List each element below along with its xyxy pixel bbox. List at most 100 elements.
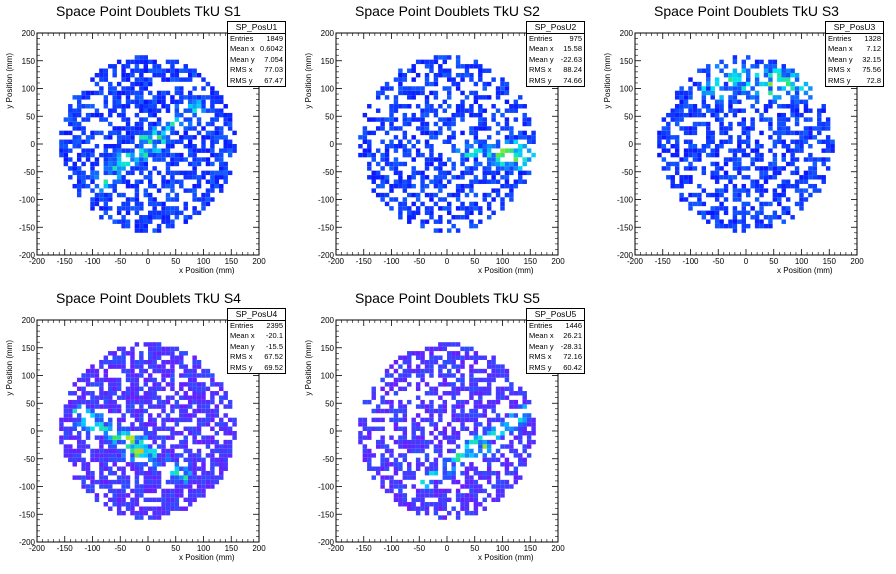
heatmap-cell (192, 462, 197, 467)
heatmap-cell (415, 466, 421, 471)
heatmap-cell (121, 219, 126, 224)
heatmap-cell (666, 166, 671, 171)
heatmap-cell (692, 108, 698, 113)
heatmap-cell (438, 355, 443, 360)
heatmap-cell (728, 219, 733, 224)
heatmap-cell (531, 431, 536, 436)
heatmap-cell (192, 395, 197, 400)
chart-title: Space Point Doublets TkU S2 (355, 3, 540, 19)
heatmap-cell (522, 130, 527, 136)
heatmap-cell (710, 108, 715, 113)
heatmap-cell (455, 493, 461, 498)
heatmap-cell (170, 431, 175, 436)
heatmap-cell (447, 359, 452, 365)
heatmap-cell (205, 170, 211, 176)
heatmap-cell (697, 197, 702, 202)
heatmap-cell (424, 493, 430, 498)
heatmap-cell (420, 488, 425, 494)
heatmap-cell (451, 479, 456, 485)
heatmap-cell (442, 183, 447, 189)
heatmap-cell (737, 188, 742, 193)
heatmap-cell (196, 422, 202, 427)
heatmap-cell (148, 457, 153, 463)
heatmap-cell (518, 457, 523, 463)
heatmap-cell (148, 466, 153, 471)
heatmap-cell (148, 77, 153, 82)
heatmap-cell (451, 215, 456, 220)
heatmap-cell (134, 386, 140, 392)
heatmap-cell (486, 404, 492, 409)
heatmap-cell (478, 399, 483, 405)
heatmap-cell (710, 192, 715, 198)
heatmap-cell (746, 192, 751, 198)
heatmap-cell (139, 223, 144, 229)
heatmap-cell (424, 121, 430, 127)
heatmap-cell (170, 95, 175, 100)
heatmap-cell (90, 201, 95, 207)
heatmap-cell (393, 417, 399, 423)
heatmap-cell (148, 417, 153, 423)
heatmap-cell (94, 435, 100, 440)
heatmap-cell (473, 484, 479, 489)
heatmap-cell (112, 364, 117, 369)
heatmap-cell (219, 175, 224, 180)
stats-value: 1328 (864, 34, 881, 43)
heatmap-cell (728, 99, 733, 105)
heatmap-cell (134, 197, 140, 202)
heatmap-cell (741, 64, 746, 69)
heatmap-cell (130, 351, 135, 356)
heatmap-cell (429, 408, 434, 414)
heatmap-cell (495, 435, 501, 440)
heatmap-cell (746, 135, 751, 140)
heatmap-cell (90, 404, 95, 409)
heatmap-cell (509, 108, 514, 113)
heatmap-cell (723, 210, 729, 216)
heatmap-cell (103, 170, 109, 176)
heatmap-cell (156, 426, 162, 431)
heatmap-cell (504, 179, 510, 184)
heatmap-cell (63, 444, 69, 449)
heatmap-cell (116, 179, 122, 184)
heatmap-cell (398, 417, 403, 423)
heatmap-cell (90, 426, 95, 431)
heatmap-cell (143, 215, 148, 220)
heatmap-cell (389, 117, 394, 122)
heatmap-cell (719, 144, 724, 149)
heatmap-cell (754, 197, 760, 202)
heatmap-cell (380, 484, 385, 489)
heatmap-cell (433, 112, 439, 118)
heatmap-cell (666, 161, 671, 167)
heatmap-cell (227, 444, 233, 449)
heatmap-cell (808, 108, 813, 113)
heatmap-cell (99, 112, 104, 118)
heatmap-cell (460, 422, 465, 427)
heatmap-cells (358, 55, 536, 233)
heatmap-cell (438, 417, 443, 423)
heatmap-cell (201, 192, 206, 198)
heatmap-cell (130, 346, 135, 352)
heatmap-cell (785, 90, 791, 96)
y-tick-label: -50 (23, 455, 35, 464)
heatmap-cell (389, 166, 394, 171)
heatmap-cell (232, 431, 237, 436)
heatmap-cell (384, 152, 390, 158)
heatmap-cell (679, 108, 684, 113)
heatmap-cell (455, 108, 461, 113)
heatmap-cell (460, 112, 465, 118)
heatmap-cell (442, 493, 447, 498)
heatmap-cell (134, 121, 140, 127)
heatmap-cell (196, 382, 202, 387)
stats-name: SP_PosU2 (527, 22, 584, 34)
heatmap-cell (790, 161, 795, 167)
heatmap-cell (759, 210, 764, 216)
heatmap-cell (125, 59, 131, 65)
heatmap-cell (174, 355, 180, 360)
heatmap-cell (777, 72, 782, 78)
heatmap-cell (393, 377, 399, 383)
heatmap-cell (139, 219, 144, 224)
heatmap-cell (59, 148, 64, 153)
heatmap-cell (657, 152, 662, 158)
heatmap-cell (433, 510, 439, 516)
heatmap-cell (415, 404, 421, 409)
heatmap-cell (85, 152, 91, 158)
